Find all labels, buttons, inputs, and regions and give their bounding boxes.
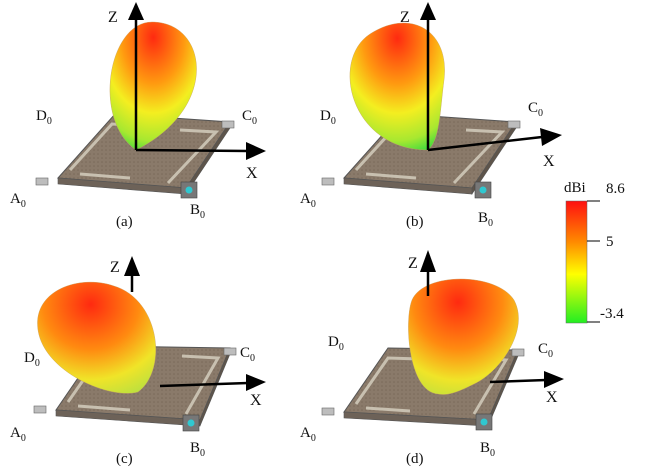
corner-d-label: D0: [328, 334, 344, 353]
panel-caption: (a): [116, 214, 133, 230]
corner-c-label: C0: [242, 108, 257, 127]
panel-c: Z X D0 C0 A0 B0 (c): [10, 256, 266, 467]
x-axis-label: X: [546, 389, 558, 406]
colorbar-tick-label-max: 8.6: [606, 181, 625, 197]
corner-a-label: A0: [300, 425, 316, 444]
corner-d-label: D0: [24, 350, 40, 369]
corner-a-label: A0: [10, 425, 26, 444]
x-axis-arrow: [540, 128, 562, 146]
colorbar: dBi 8.6 5 -3.4: [564, 180, 625, 324]
panel-caption: (b): [406, 214, 424, 230]
panel-caption: (c): [116, 451, 133, 467]
z-axis-label: Z: [108, 9, 118, 26]
x-axis-arrow: [246, 374, 266, 391]
x-axis-label: X: [246, 165, 258, 182]
corner-c-label: C0: [538, 341, 553, 360]
x-axis-arrow: [246, 142, 266, 160]
x-axis: [135, 148, 249, 153]
corner-b-label: B0: [478, 210, 493, 229]
x-axis-arrow: [544, 371, 564, 388]
z-axis-label: Z: [408, 255, 418, 272]
corner-d-label: D0: [36, 108, 52, 127]
panel-b: Z X D0 C0 A0 B0 (b): [300, 2, 562, 230]
radiation-lobe: [349, 22, 445, 151]
z-axis-label: Z: [110, 259, 120, 276]
corner-a-label: A0: [300, 191, 316, 210]
panel-a: Z X D0 C0 A0 B0 (a): [10, 2, 266, 230]
corner-d-label: D0: [320, 108, 336, 127]
z-axis-label: Z: [400, 9, 410, 26]
colorbar-tick-label-mid: 5: [606, 234, 614, 250]
corner-c-label: C0: [528, 100, 543, 119]
corner-c-label: C0: [240, 345, 255, 364]
radiation-lobe: [408, 278, 519, 395]
z-axis-arrow: [128, 2, 144, 20]
z-axis-arrow: [420, 2, 436, 20]
panel-d: Z X D0 C0 A0 B0 (d): [300, 250, 564, 467]
colorbar-gradient: [565, 200, 588, 324]
x-axis: [427, 135, 543, 152]
corner-b-label: B0: [480, 440, 495, 459]
panel-caption: (d): [406, 451, 424, 467]
x-axis: [489, 378, 547, 384]
x-axis-label: X: [250, 392, 262, 409]
x-axis: [159, 381, 249, 388]
radiation-lobe: [37, 281, 156, 394]
colorbar-unit: dBi: [564, 180, 586, 196]
radiation-lobe: [109, 21, 197, 151]
colorbar-tick-label-min: -3.4: [600, 306, 624, 322]
z-axis-arrow: [124, 256, 140, 276]
z-axis-arrow: [420, 250, 436, 272]
corner-b-label: B0: [190, 202, 205, 221]
corner-b-label: B0: [190, 440, 205, 459]
corner-a-label: A0: [10, 191, 26, 210]
x-axis-label: X: [543, 153, 555, 170]
